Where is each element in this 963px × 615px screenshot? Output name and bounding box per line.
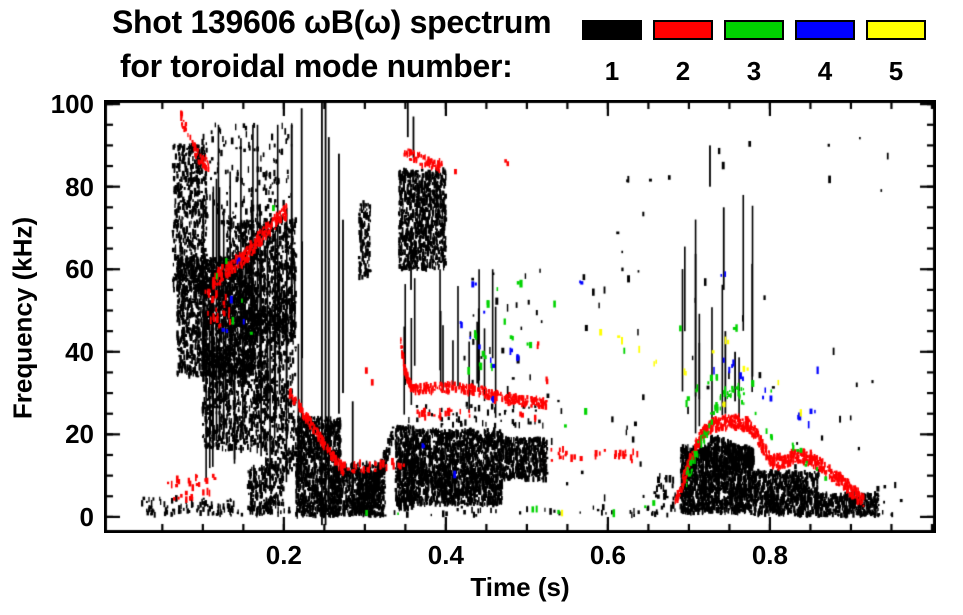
legend-mode-label-1: 1 (604, 56, 620, 86)
x-tick-label: 0.2 (265, 540, 302, 570)
x-tick-label: 0.8 (751, 540, 788, 570)
legend-swatch-mode-1 (582, 20, 642, 40)
chart-title: Shot 139606 ωB(ω) spectrum (112, 4, 552, 40)
spectrogram-plot-area (104, 100, 936, 533)
y-tick-label: 20 (65, 419, 94, 450)
legend-swatch-mode-5 (866, 20, 926, 40)
legend-mode-label-2: 2 (675, 56, 691, 86)
y-tick-label: 40 (65, 336, 94, 367)
legend-mode-label-4: 4 (817, 56, 833, 86)
x-tick-label: 0.4 (427, 540, 464, 570)
y-tick-label: 100 (50, 89, 94, 120)
legend-swatch-mode-4 (795, 20, 855, 40)
legend-mode-label-3: 3 (746, 56, 762, 86)
legend-swatch-mode-3 (724, 20, 784, 40)
y-tick-label: 0 (79, 501, 94, 532)
legend-label-row: 1 2 3 4 5 (582, 56, 926, 87)
y-axis-title: Frequency (kHz) (7, 216, 38, 420)
legend-swatch-row (582, 20, 926, 40)
legend-mode-label-5: 5 (888, 56, 904, 86)
y-tick-label: 80 (65, 171, 94, 202)
legend-swatch-mode-2 (653, 20, 713, 40)
x-axis-title: Time (s) (470, 572, 570, 602)
chart-subtitle: for toroidal mode number: (120, 48, 513, 84)
x-tick-label: 0.6 (589, 540, 626, 570)
y-tick-label: 60 (65, 254, 94, 285)
